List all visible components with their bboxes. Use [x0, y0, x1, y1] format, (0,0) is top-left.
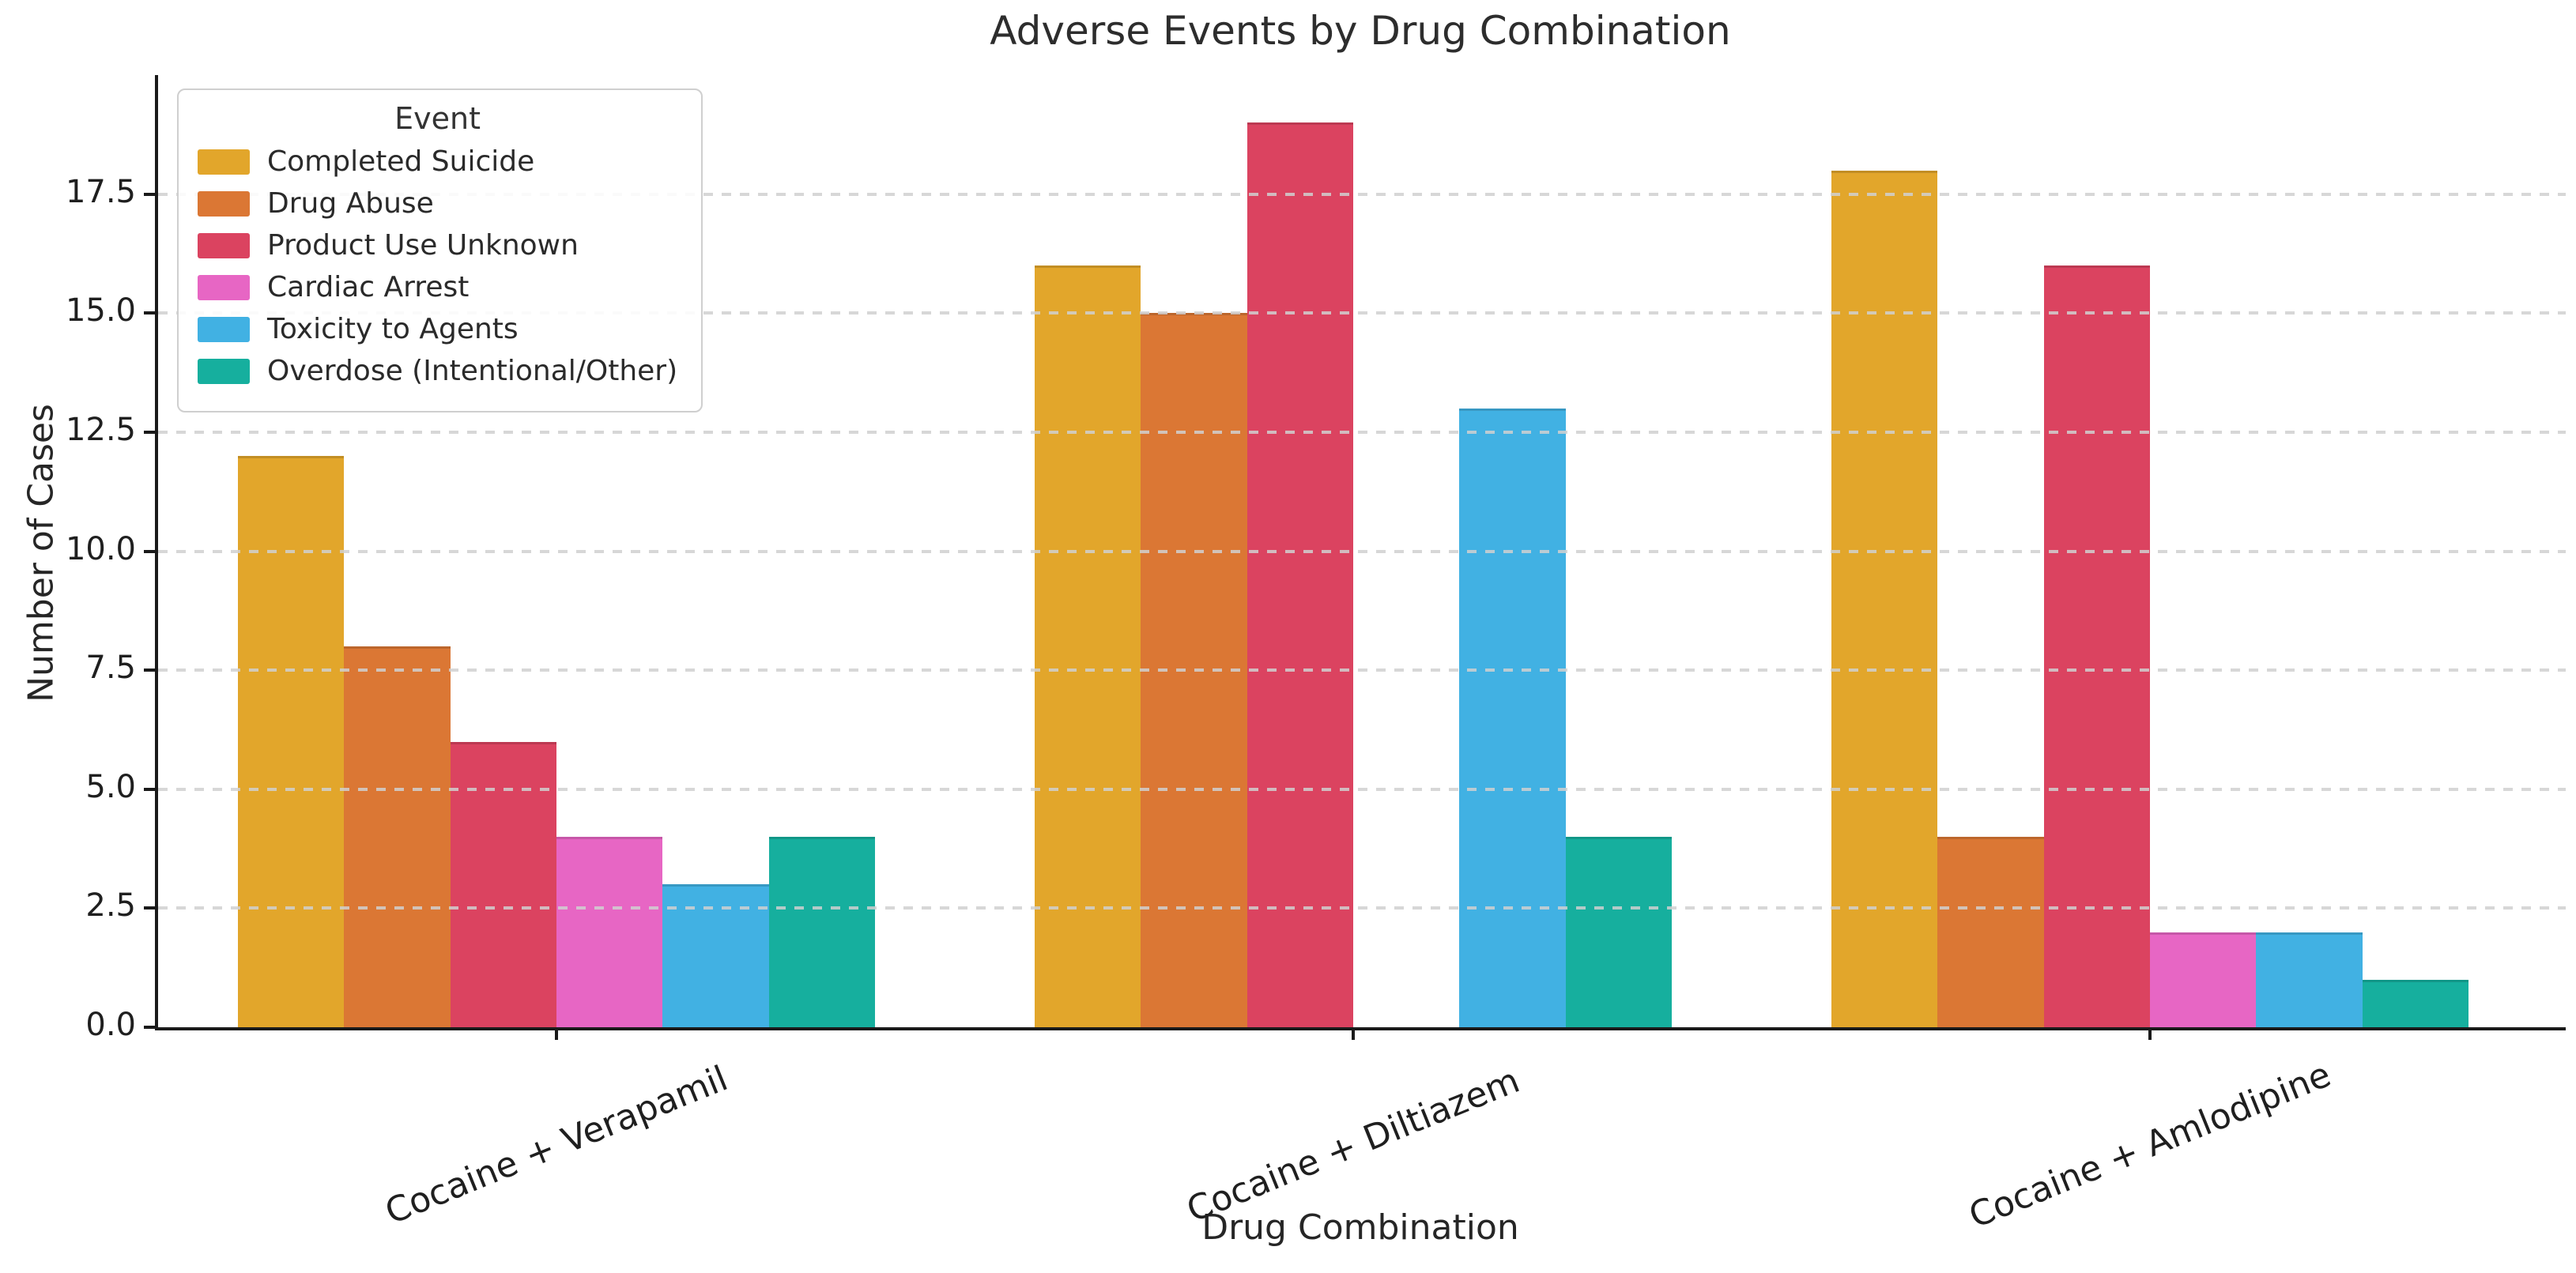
y-tick-label: 15.0 — [65, 292, 136, 330]
bar — [2043, 266, 2150, 1027]
y-tick-mark — [144, 192, 155, 196]
bar — [1459, 408, 1566, 1027]
legend-swatch-icon — [198, 358, 250, 384]
y-tick-label: 0.0 — [85, 1007, 136, 1043]
legend-item-label: Product Use Unknown — [267, 229, 579, 262]
legend-swatch-icon — [198, 316, 250, 342]
bar — [1937, 837, 2044, 1027]
bar — [1831, 170, 1938, 1027]
y-tick-label: 7.5 — [85, 650, 136, 687]
legend-item: Product Use Unknown — [198, 229, 677, 262]
x-tick-mark — [2148, 1029, 2152, 1040]
y-tick-mark — [144, 1026, 155, 1029]
legend-title: Event — [394, 101, 481, 136]
bar — [450, 741, 556, 1027]
x-axis-spine — [155, 1027, 2566, 1030]
y-tick-label: 2.5 — [85, 887, 136, 925]
legend-item-label: Completed Suicide — [267, 145, 535, 178]
bar — [237, 456, 345, 1027]
legend-item: Cardiac Arrest — [198, 271, 677, 303]
y-tick-label: 17.5 — [65, 173, 136, 210]
legend-swatch-icon — [198, 190, 250, 217]
bar — [556, 837, 663, 1027]
x-tick-mark — [1352, 1029, 1355, 1040]
legend-item-label: Toxicity to Agents — [267, 313, 519, 345]
legend-swatch-icon — [198, 274, 250, 300]
x-tick-label: Cocaine + Verapamil — [379, 1058, 734, 1233]
x-tick-mark — [555, 1029, 558, 1040]
bar — [2362, 979, 2469, 1027]
gridline — [158, 669, 2566, 672]
bar — [2150, 932, 2257, 1027]
legend-item: Completed Suicide — [198, 145, 677, 178]
legend-swatch-icon — [198, 232, 250, 258]
gridline — [158, 430, 2566, 434]
y-tick-mark — [144, 311, 155, 315]
y-tick-mark — [144, 906, 155, 910]
legend-item: Drug Abuse — [198, 187, 677, 220]
bar — [768, 837, 876, 1027]
bar — [1034, 266, 1141, 1027]
y-tick-mark — [144, 549, 155, 553]
x-tick-label: Cocaine + Amlodipine — [1963, 1054, 2337, 1237]
legend-item: Overdose (Intentional/Other) — [198, 355, 677, 387]
legend: Event Completed Suicide Drug Abuse Product… — [177, 89, 703, 412]
y-axis-spine — [155, 75, 158, 1030]
legend-item: Toxicity to Agents — [198, 313, 677, 345]
x-axis-label: Drug Combination — [1201, 1207, 1519, 1248]
y-tick-mark — [144, 669, 155, 672]
y-tick-label: 12.5 — [65, 411, 136, 448]
legend-item-label: Drug Abuse — [267, 187, 434, 220]
bar — [662, 884, 769, 1027]
y-tick-label: 10.0 — [65, 530, 136, 567]
chart-title: Adverse Events by Drug Combination — [990, 8, 1731, 54]
x-tick-label: Cocaine + Diltiazem — [1181, 1060, 1526, 1231]
y-tick-mark — [144, 430, 155, 434]
bar — [1565, 837, 1673, 1027]
legend-item-label: Overdose (Intentional/Other) — [267, 355, 678, 387]
bar — [2256, 932, 2363, 1027]
y-tick-label: 5.0 — [85, 768, 136, 805]
bar — [1247, 122, 1353, 1027]
bar — [344, 646, 451, 1027]
legend-items: Completed Suicide Drug Abuse Product Use U… — [198, 145, 677, 387]
bar — [1141, 313, 1247, 1027]
legend-swatch-icon — [198, 149, 250, 175]
y-tick-mark — [144, 787, 155, 791]
legend-item-label: Cardiac Arrest — [267, 271, 470, 303]
gridline — [158, 549, 2566, 553]
